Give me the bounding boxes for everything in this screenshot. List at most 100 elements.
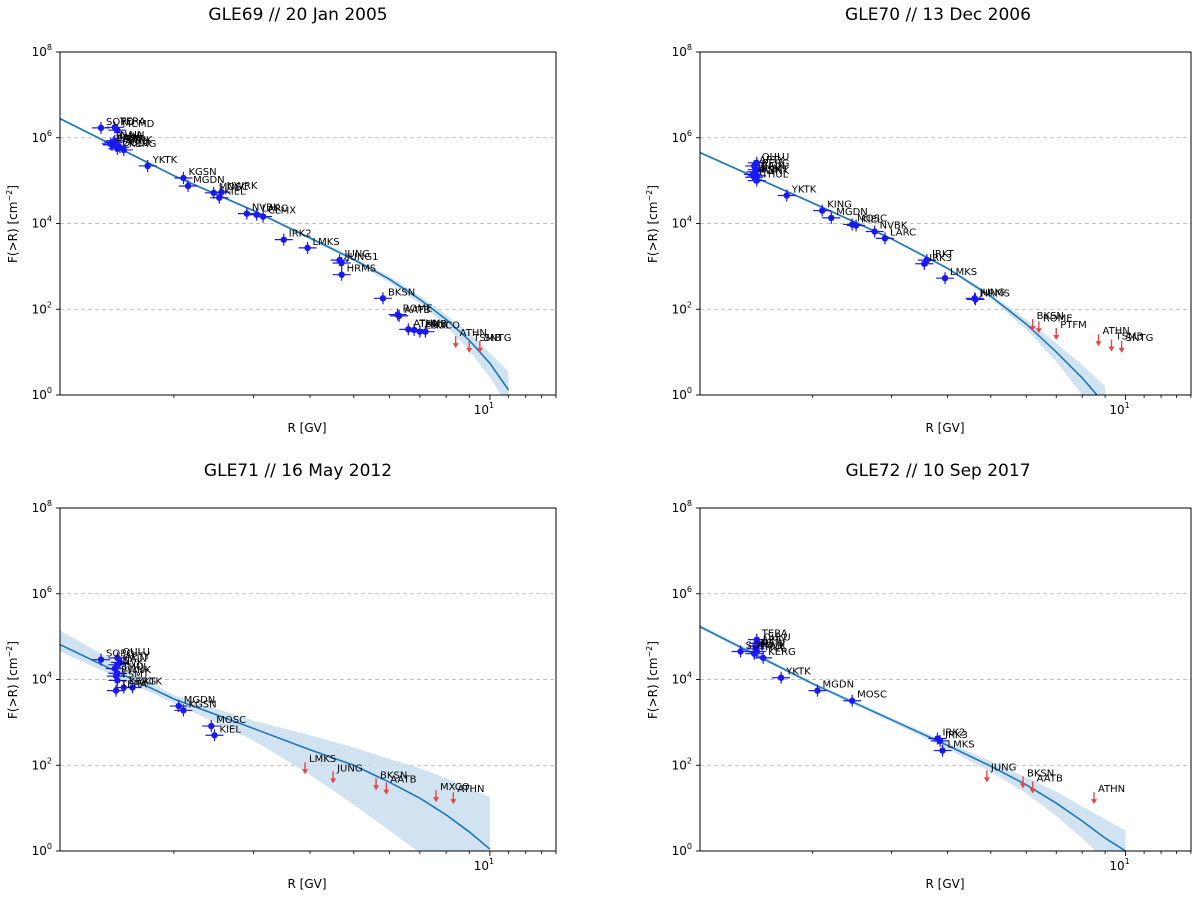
station-label: LMKS	[950, 267, 977, 278]
station-label: IRKT	[932, 249, 955, 260]
plot-area	[60, 117, 510, 395]
station-label: TSMB	[472, 333, 501, 344]
data-point	[777, 674, 785, 681]
data-point	[737, 648, 744, 655]
panel-gle69: GLE69 // 20 Jan 2005 R [GV] F(>R) [cm−2]…	[5, 5, 557, 435]
data-point	[338, 271, 345, 278]
data-point	[852, 222, 860, 229]
station-label: OULU	[122, 138, 150, 149]
upper-limit-arrow	[302, 769, 309, 775]
station-label: IRK2	[942, 728, 965, 739]
station-label: BKSN	[388, 287, 415, 298]
x-axis-label: R [GV]	[925, 877, 964, 891]
y-tick-label: 104	[32, 671, 52, 687]
station-label: NAIN	[122, 654, 147, 665]
data-point	[936, 737, 944, 745]
data-point	[819, 207, 826, 214]
station-label: ATHN	[1098, 784, 1125, 795]
x-tick-label: 101	[474, 857, 494, 873]
station-label: MGDN	[193, 175, 225, 186]
station-label: MOSC	[216, 715, 246, 726]
station-label: YKTK	[785, 667, 811, 678]
y-tick-label: 100	[672, 842, 692, 858]
y-tick-label: 106	[32, 129, 52, 145]
data-point	[783, 192, 790, 199]
station-label: YKTK	[136, 677, 162, 688]
station-label: TSMB	[418, 319, 447, 330]
station-label: HRMS	[980, 288, 1009, 299]
panel-title: GLE69 // 20 Jan 2005	[208, 5, 387, 25]
station-label: ATHN	[1103, 326, 1130, 337]
data-point	[97, 656, 105, 663]
data-point	[112, 687, 120, 694]
x-axis-label: R [GV]	[287, 877, 326, 891]
data-point	[144, 162, 151, 170]
y-tick-label: 100	[32, 386, 52, 402]
station-label: APTY	[762, 635, 788, 646]
station-label: NWRK	[227, 181, 258, 192]
station-label: MXCO	[440, 782, 470, 793]
station-label: KERG	[129, 139, 157, 150]
station-label: ESOI	[425, 321, 449, 332]
panel-title: GLE71 // 16 May 2012	[204, 461, 392, 481]
data-point	[939, 747, 946, 754]
station-label: TERA	[119, 116, 146, 127]
y-axis-label: F(>R) [cm−2]	[645, 641, 660, 719]
data-point	[422, 328, 429, 335]
plot-area	[60, 630, 491, 851]
data-point	[280, 236, 287, 243]
upper-limit-arrow	[1020, 783, 1027, 789]
upper-limit-arrow	[1035, 328, 1042, 334]
station-label: NAIN	[760, 638, 785, 649]
station-label: APTY	[759, 155, 785, 166]
upper-limit-arrow	[1053, 334, 1060, 340]
station-label: OULU	[763, 632, 791, 643]
data-point	[871, 228, 878, 235]
station-label: INVK	[762, 640, 786, 651]
x-tick-label: 101	[1109, 857, 1129, 873]
y-tick-label: 108	[672, 499, 692, 515]
station-label: FSMT	[117, 134, 145, 145]
fit-confidence-band	[700, 151, 1106, 395]
station-label: ATHN	[457, 784, 484, 795]
y-tick-label: 104	[672, 215, 692, 231]
station-label: LMKS	[948, 740, 975, 751]
panel-title: GLE72 // 10 Sep 2017	[845, 461, 1030, 481]
data-point	[114, 145, 121, 153]
station-label: LARC	[262, 204, 288, 215]
station-label: THUL	[758, 643, 786, 654]
y-axis-label-text: F(>R) [cm	[646, 658, 660, 719]
station-label: ATHN	[460, 328, 487, 339]
station-label: THUL	[121, 662, 149, 673]
station-label: IRK2	[289, 229, 312, 240]
station-label: MXCO	[430, 321, 460, 332]
x-axis-label: R [GV]	[287, 421, 326, 435]
station-label: NAIN	[760, 161, 785, 172]
station-label: KGSN	[188, 167, 216, 178]
station-label: FSMT	[762, 165, 790, 176]
station-label: ROME	[1043, 313, 1073, 324]
y-tick-label: 104	[672, 671, 692, 687]
station-label: INVK	[116, 133, 140, 144]
data-point	[180, 707, 187, 714]
y-tick-label: 108	[32, 499, 52, 515]
data-point	[129, 684, 136, 691]
station-label: THUL	[761, 170, 789, 181]
station-label: ATHN	[413, 318, 440, 329]
x-axis-label: R [GV]	[925, 421, 964, 435]
station-label: PWNK	[122, 135, 152, 146]
y-axis-label-exponent: −2	[5, 190, 14, 202]
station-label: NVBK	[252, 203, 280, 214]
station-label: MGDN	[836, 207, 868, 218]
station-label: AATB	[1037, 773, 1063, 784]
data-point	[184, 182, 192, 190]
station-label: KERG	[768, 647, 796, 658]
upper-limit-arrow	[983, 777, 990, 783]
data-point	[259, 213, 267, 220]
station-label: SOPO	[106, 649, 134, 660]
data-point	[814, 687, 821, 694]
upper-limit-arrow	[330, 778, 337, 784]
y-axis-label-text: F(>R) [cm	[646, 202, 660, 263]
data-point	[114, 127, 121, 134]
data-point	[750, 650, 758, 657]
